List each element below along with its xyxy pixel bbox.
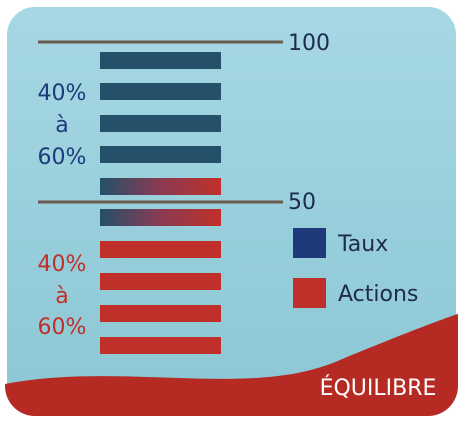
bar — [100, 305, 221, 322]
range-label: à — [55, 113, 68, 138]
bar — [100, 273, 221, 290]
legend-swatch — [293, 228, 326, 258]
footer-wave — [5, 312, 458, 416]
legend-swatch — [293, 278, 326, 308]
range-label: 60% — [38, 145, 87, 170]
bar — [100, 52, 221, 69]
bar — [100, 83, 221, 100]
range-label: 40% — [38, 81, 87, 106]
bar — [100, 115, 221, 132]
scale-label: 100 — [288, 31, 330, 56]
bar — [100, 337, 221, 354]
legend-label: Actions — [338, 282, 418, 307]
bar — [100, 241, 221, 258]
bar — [100, 209, 221, 226]
range-label: 40% — [38, 252, 87, 277]
range-label: 60% — [38, 315, 87, 340]
footer-title: ÉQUILIBRE — [320, 375, 437, 401]
legend-label: Taux — [337, 232, 388, 257]
bar — [100, 178, 221, 195]
bars — [100, 52, 221, 354]
range-label: à — [55, 284, 68, 309]
scale-label: 50 — [288, 190, 316, 215]
bar — [100, 146, 221, 163]
